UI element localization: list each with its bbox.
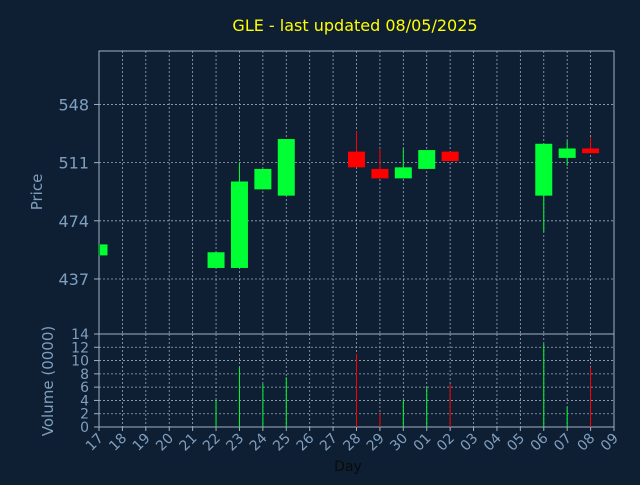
price-tick-label: 437 [58,270,89,289]
x-axis-label: Day [334,459,362,475]
volume-tick-label: 6 [80,380,89,396]
candle-body [394,167,412,179]
chart-title: GLE - last updated 08/05/2025 [232,16,477,35]
candle-body [558,148,576,158]
candle-body [207,252,225,268]
volume-axis-label: Volume (0000) [39,326,57,436]
volume-bars [215,343,592,427]
candle-body [418,150,436,169]
volume-tick-label: 2 [80,407,89,423]
volume-tick-label: 8 [80,367,89,383]
candle-body [535,143,553,196]
volume-tick-label: 4 [80,393,89,409]
candle-body [371,168,389,179]
candle-body [254,168,272,190]
volume-tick-label: 14 [71,327,89,343]
candle-body [582,148,600,154]
candle-body [441,151,459,162]
candle-body [230,181,248,268]
price-tick-label: 474 [58,212,89,231]
candle-body [277,139,295,196]
volume-tick-label: 0 [80,420,89,436]
volume-tick-label: 10 [71,354,89,370]
volume-tick-label: 12 [71,340,89,356]
candle-body [100,244,108,256]
candles [98,131,600,268]
price-tick-label: 548 [58,95,89,114]
candle-body [348,151,365,168]
price-axis-label: Price [28,174,46,211]
price-tick-label: 511 [58,154,89,173]
price-tick-labels: 437 474 511 548 [58,95,99,289]
